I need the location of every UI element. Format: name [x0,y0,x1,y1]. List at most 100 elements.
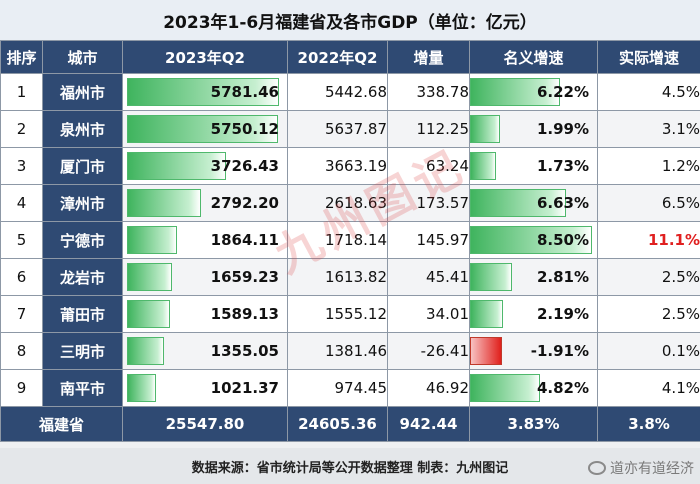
city-cell: 宁德市 [42,221,123,259]
table-body: 1 福州市 5781.46 5442.68 338.78 6.22% 4.5% 2 泉州市 575… [0,73,700,407]
nominal-growth-value: 2.19% [536,305,589,323]
nominal-growth-bar [470,152,497,180]
gdp-2022-cell: 1555.12 [287,295,388,333]
col-header-2022q2: 2022年Q2 [287,40,388,74]
col-header-real-growth: 实际增速 [597,40,700,74]
col-header-city: 城市 [42,40,123,74]
gdp-2023-value: 1864.11 [210,231,279,249]
real-growth-cell: 2.5% [597,295,700,333]
col-header-increase: 增量 [387,40,470,74]
table-row: 6 龙岩市 1659.23 1613.82 45.41 2.81% 2.5% [0,258,700,296]
nominal-growth-value: 6.63% [536,194,589,212]
gdp-bar [127,78,279,106]
nominal-growth-cell: 6.63% [469,184,598,222]
gdp-bar [127,337,165,365]
city-cell: 厦门市 [42,147,123,185]
nominal-growth-bar [470,337,502,365]
gdp-2023-value: 1589.13 [210,305,279,323]
gdp-2022-cell: 1613.82 [287,258,388,296]
gdp-2023-value: 5750.12 [210,120,279,138]
gdp-bar [127,263,172,291]
nominal-growth-cell: 1.73% [469,147,598,185]
gdp-2022-cell: 1381.46 [287,332,388,370]
corner-watermark: 道亦有道经济 [588,458,694,478]
increase-cell: 45.41 [387,258,470,296]
source-note: 数据来源：省市统计局等公开数据整理 制表：九州图记 [0,448,700,484]
total-row: 福建省 25547.80 24605.36 942.44 3.83% 3.8% [0,406,700,442]
gdp-2022-cell: 5637.87 [287,110,388,148]
nominal-growth-bar [470,300,503,328]
city-cell: 龙岩市 [42,258,123,296]
real-growth-cell: 3.1% [597,110,700,148]
gdp-bar [127,115,279,143]
gdp-2022-cell: 2618.63 [287,184,388,222]
real-growth-cell: 0.1% [597,332,700,370]
total-increase: 942.44 [387,406,470,442]
gdp-bar [127,152,226,180]
nominal-growth-value: -1.91% [530,342,589,360]
nominal-growth-value: 6.22% [536,83,589,101]
city-cell: 漳州市 [42,184,123,222]
rank-cell: 2 [0,110,43,148]
nominal-growth-bar [470,115,501,143]
total-nominal-growth: 3.83% [469,406,598,442]
increase-cell: 34.01 [387,295,470,333]
city-cell: 南平市 [42,369,123,407]
nominal-growth-value: 4.82% [536,379,589,397]
total-real-growth: 3.8% [597,406,700,442]
gdp-2023-value: 2792.20 [210,194,279,212]
gdp-2023-cell: 1589.13 [122,295,288,333]
table-row: 9 南平市 1021.37 974.45 46.92 4.82% 4.1% [0,369,700,407]
increase-cell: 145.97 [387,221,470,259]
nominal-growth-cell: 6.22% [469,73,598,111]
table-row: 2 泉州市 5750.12 5637.87 112.25 1.99% 3.1% [0,110,700,148]
nominal-growth-bar [470,374,540,402]
real-growth-cell: 4.5% [597,73,700,111]
nominal-growth-bar [470,189,566,217]
gdp-bar [127,189,202,217]
city-cell: 泉州市 [42,110,123,148]
nominal-growth-cell: 1.99% [469,110,598,148]
table-row: 1 福州市 5781.46 5442.68 338.78 6.22% 4.5% [0,73,700,111]
gdp-table: 排序 城市 2023年Q2 2022年Q2 增量 名义增速 实际增速 1 福州市 5… [0,40,700,442]
col-header-2023q2: 2023年Q2 [122,40,288,74]
increase-cell: 63.24 [387,147,470,185]
nominal-growth-value: 8.50% [536,231,589,249]
nominal-growth-value: 1.73% [536,157,589,175]
nominal-growth-cell: -1.91% [469,332,598,370]
gdp-2023-cell: 1864.11 [122,221,288,259]
nominal-growth-value: 2.81% [536,268,589,286]
real-growth-cell: 11.1% [597,221,700,259]
gdp-2023-cell: 1659.23 [122,258,288,296]
real-growth-cell: 2.5% [597,258,700,296]
total-2023q2: 25547.80 [122,406,288,442]
city-cell: 福州市 [42,73,123,111]
corner-text: 道亦有道经济 [610,461,694,477]
gdp-2022-cell: 1718.14 [287,221,388,259]
nominal-growth-value: 1.99% [536,120,589,138]
rank-cell: 9 [0,369,43,407]
nominal-growth-cell: 2.81% [469,258,598,296]
real-growth-cell: 4.1% [597,369,700,407]
increase-cell: 46.92 [387,369,470,407]
increase-cell: 112.25 [387,110,470,148]
rank-cell: 1 [0,73,43,111]
gdp-2023-value: 1659.23 [210,268,279,286]
gdp-2023-value: 1021.37 [210,379,279,397]
total-2022q2: 24605.36 [287,406,388,442]
gdp-2023-cell: 5781.46 [122,73,288,111]
gdp-2023-value: 3726.43 [210,157,279,175]
gdp-2023-cell: 2792.20 [122,184,288,222]
gdp-2022-cell: 3663.19 [287,147,388,185]
increase-cell: 173.57 [387,184,470,222]
weibo-icon [588,461,606,475]
gdp-2023-cell: 1021.37 [122,369,288,407]
rank-cell: 7 [0,295,43,333]
gdp-2022-cell: 974.45 [287,369,388,407]
nominal-growth-cell: 4.82% [469,369,598,407]
increase-cell: -26.41 [387,332,470,370]
rank-cell: 3 [0,147,43,185]
header-row: 排序 城市 2023年Q2 2022年Q2 增量 名义增速 实际增速 [0,40,700,74]
gdp-bar [127,226,178,254]
city-cell: 三明市 [42,332,123,370]
